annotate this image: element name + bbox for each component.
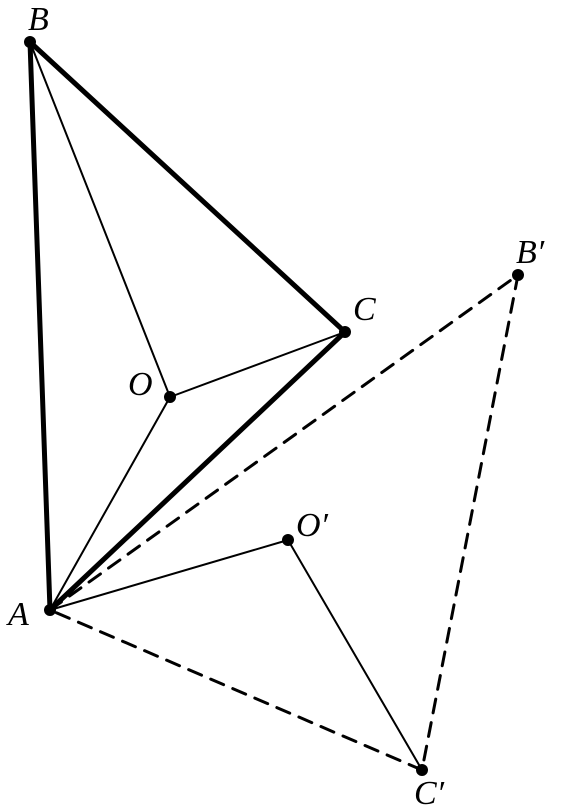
edge-dashed-Cprime-A (50, 610, 422, 770)
points-group (24, 36, 524, 776)
edge-A-O (50, 397, 170, 610)
point-C (339, 326, 351, 338)
label-B: B (28, 1, 49, 38)
point-O (164, 391, 176, 403)
label-Cprime: C′ (414, 775, 445, 810)
label-A: A (6, 596, 29, 633)
dashed-edges-group (50, 275, 518, 770)
edge-dashed-Bprime-Cprime (422, 275, 518, 770)
labels-group: A B C O B′ C′ O′ (6, 1, 545, 810)
solid-edges-group (30, 42, 422, 770)
edge-dashed-A-Bprime (50, 275, 518, 610)
edge-C-O (170, 332, 345, 397)
point-A (44, 604, 56, 616)
edge-A-B (30, 42, 50, 610)
label-O: O (128, 366, 153, 403)
edge-B-O (30, 42, 170, 397)
edge-Oprime-Cprime (288, 540, 422, 770)
edge-B-C (30, 42, 345, 332)
geometry-diagram: A B C O B′ C′ O′ (0, 0, 584, 810)
edge-C-A (50, 332, 345, 610)
label-C: C (353, 291, 376, 328)
label-Bprime: B′ (516, 234, 545, 271)
label-Oprime: O′ (296, 507, 329, 544)
point-Oprime (282, 534, 294, 546)
